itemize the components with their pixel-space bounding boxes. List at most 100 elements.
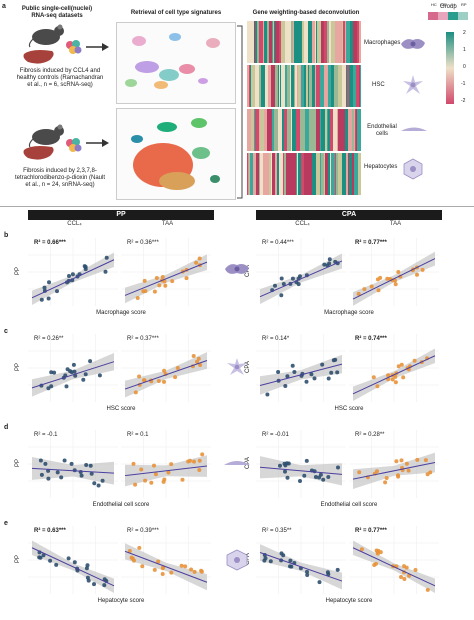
group-item: CIR	[440, 2, 447, 7]
data-point	[81, 377, 86, 382]
data-point	[425, 587, 430, 592]
heatmap-cell	[268, 65, 271, 107]
r-squared-label: R² = 0.28**	[355, 432, 385, 438]
heatmap-cell	[255, 21, 257, 63]
data-point	[156, 559, 161, 564]
r-squared-label: R² = 0.14*	[262, 336, 290, 342]
heatmap-cell	[324, 153, 325, 195]
heatmap-cell	[308, 21, 311, 63]
deconv-title: Gene weighting-based deconvolution	[252, 10, 360, 16]
heatmap-cell	[274, 109, 278, 151]
data-point	[140, 564, 145, 569]
fit-line	[31, 259, 115, 299]
data-point	[313, 475, 318, 479]
scatter-plot	[28, 526, 118, 594]
fit-line	[352, 461, 436, 480]
heatmap-cell	[338, 65, 342, 107]
scatter-plot	[256, 334, 346, 402]
heatmap-cell	[359, 21, 361, 63]
data-point	[170, 279, 175, 284]
data-point	[46, 386, 51, 391]
fit-line	[259, 363, 343, 386]
colorbar-tick: -1	[461, 81, 466, 87]
scatter-plot	[256, 526, 346, 594]
scatter-plot	[121, 238, 211, 306]
heatmap-cell	[295, 65, 297, 107]
data-point	[92, 481, 97, 486]
data-point	[326, 572, 331, 577]
data-point	[89, 471, 94, 476]
data-point	[88, 359, 93, 364]
heatmap-cell	[356, 65, 359, 107]
data-point	[331, 358, 336, 363]
data-point	[406, 468, 411, 473]
heatmap-cell	[267, 21, 269, 63]
heatmap-cell	[251, 65, 254, 107]
data-point	[83, 372, 88, 377]
data-point	[305, 569, 309, 574]
fit-line	[259, 260, 343, 298]
heatmap-cell	[309, 65, 312, 107]
data-point	[290, 363, 295, 368]
data-point	[283, 384, 288, 388]
fit-line	[352, 258, 436, 300]
heatmap-cell	[335, 153, 336, 195]
data-point	[184, 276, 189, 281]
panel-a-label: a	[2, 3, 6, 10]
data-point	[322, 262, 327, 267]
subheader-ccl4: CCL₄	[295, 221, 310, 227]
heatmap-cell	[281, 65, 285, 107]
data-point	[369, 284, 374, 289]
fit-line	[31, 547, 115, 587]
heatmap-cell	[356, 109, 357, 151]
data-point	[412, 358, 417, 363]
heatmap-cell	[282, 109, 284, 151]
r-squared-label: R² = 0.66***	[34, 240, 66, 246]
heatmap-cell	[353, 21, 357, 63]
group-item: HC	[431, 2, 437, 7]
fit-line	[124, 261, 208, 296]
heatmap-cell	[328, 153, 330, 195]
data-point	[143, 289, 148, 294]
data-point	[278, 463, 282, 468]
heatmap-cell	[267, 109, 268, 151]
colorbar-tick: 2	[463, 30, 466, 36]
heatmap-cell	[264, 21, 267, 63]
row-label: b	[4, 232, 9, 239]
heatmap-cell	[260, 153, 263, 195]
data-point	[286, 461, 291, 466]
data-point	[413, 568, 418, 572]
heatmap-cell	[272, 153, 275, 195]
heatmap-cell	[309, 109, 313, 151]
heatmap-cell	[320, 109, 321, 151]
x-axis-label: Macrophage score	[96, 310, 146, 316]
row-label: e	[4, 520, 8, 527]
data-point	[55, 289, 59, 294]
heatmap-cell	[311, 21, 312, 63]
heatmap-cell	[285, 21, 288, 63]
data-point	[84, 463, 89, 467]
heatmap-cell	[331, 65, 334, 107]
heatmap-cell	[269, 21, 272, 63]
data-point	[393, 380, 398, 385]
heatmap-cell	[304, 65, 306, 107]
data-point	[285, 475, 290, 480]
heatmap-cell	[315, 21, 316, 63]
heatmap-cell	[345, 109, 348, 151]
heatmap-cell	[250, 65, 251, 107]
x-axis-label: Hepatocyte score	[97, 598, 145, 604]
heatmap-cell	[304, 21, 308, 63]
heatmap-cell	[335, 21, 339, 63]
heatmap-cell	[264, 109, 267, 151]
heatmap-cell	[261, 65, 265, 107]
heatmap-cell	[327, 21, 329, 63]
heatmap-cell	[281, 21, 285, 63]
heatmap-cell	[284, 109, 287, 151]
heatmap-cell	[263, 153, 267, 195]
y-axis-label-pp: PP	[15, 266, 22, 276]
heatmap-cell	[291, 65, 294, 107]
heatmap-cell	[316, 153, 320, 195]
data-point	[268, 559, 273, 564]
data-point	[42, 285, 47, 290]
data-point	[49, 370, 54, 375]
